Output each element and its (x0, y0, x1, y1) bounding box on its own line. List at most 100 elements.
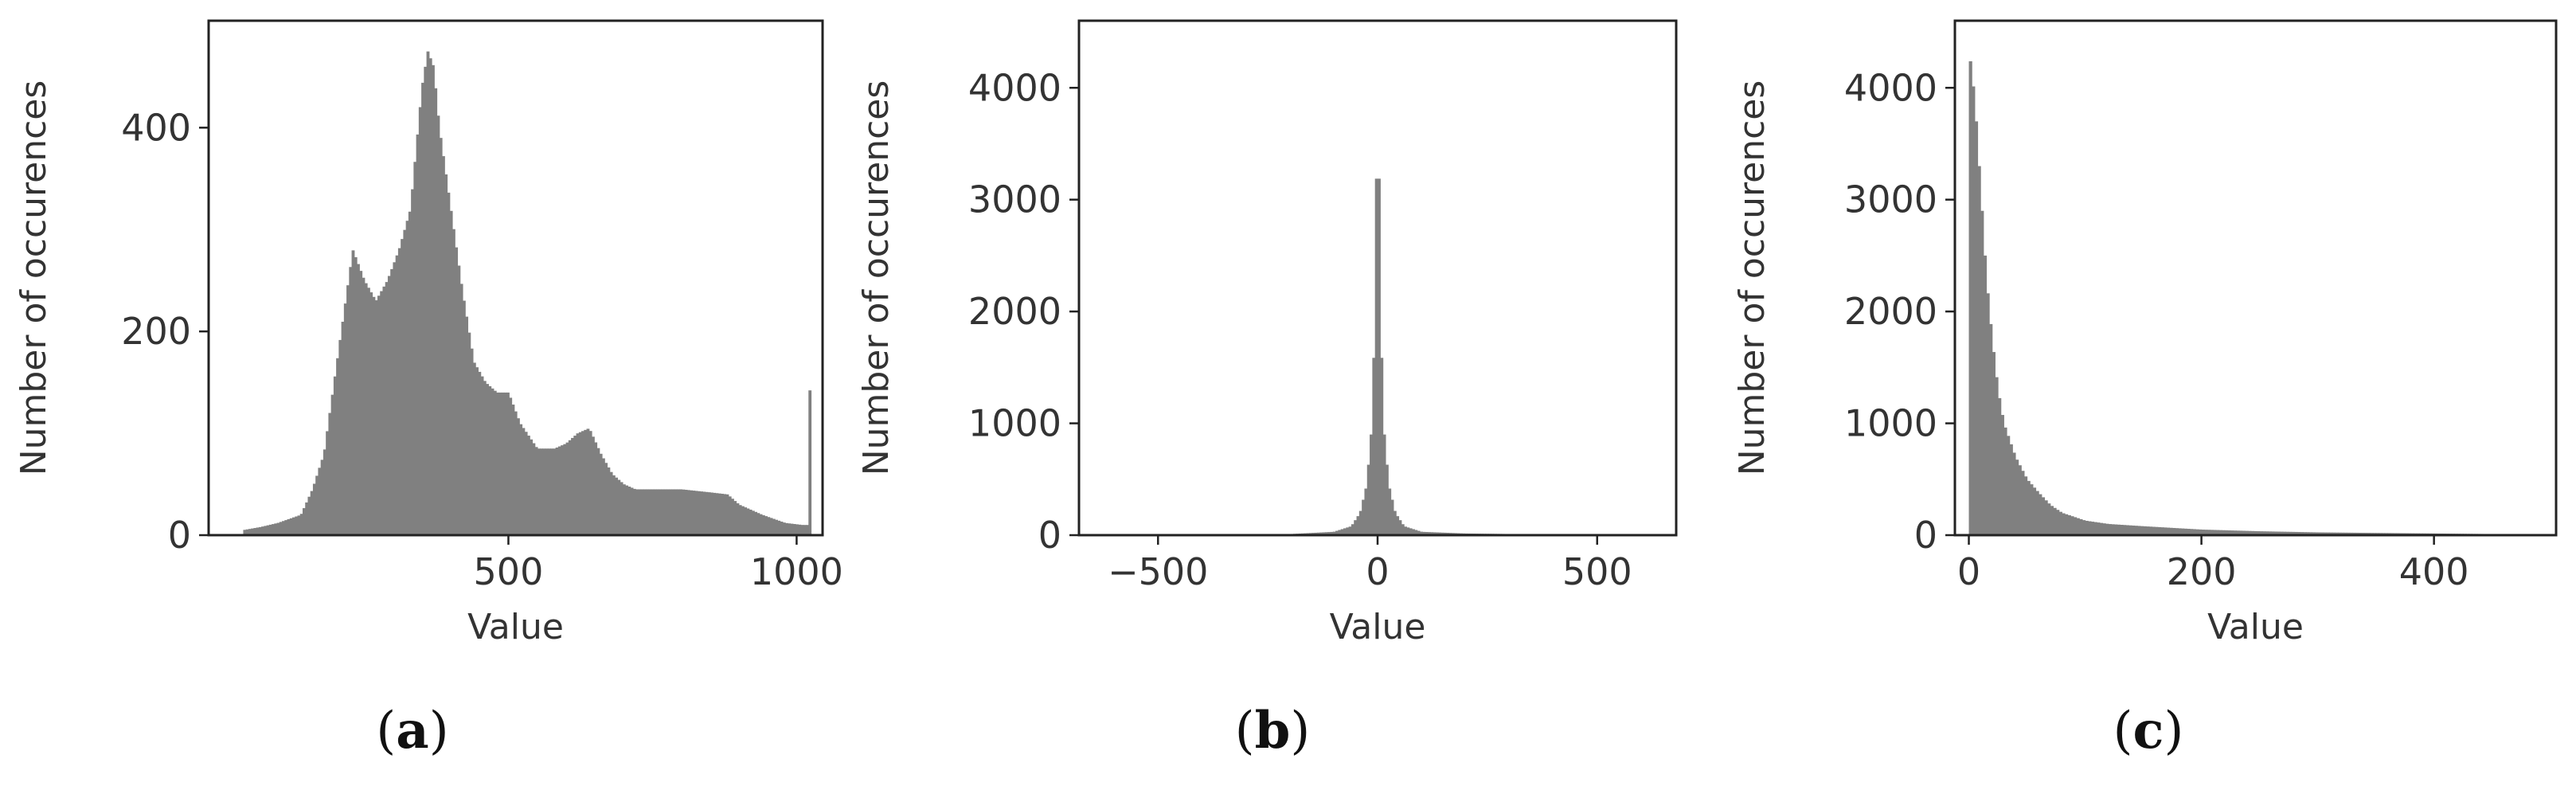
histogram-bar (428, 58, 432, 535)
axes-frame (207, 19, 824, 537)
histogram-bar (1986, 293, 1990, 535)
histogram-bar (472, 362, 476, 535)
histogram-bar (2169, 527, 2173, 535)
histogram-bar (2210, 530, 2214, 535)
histogram-bar (299, 514, 303, 535)
histogram-bar (2198, 529, 2203, 535)
histogram-bar (790, 523, 794, 535)
histogram-bar (684, 490, 688, 535)
histogram-bar (2023, 476, 2028, 535)
histogram-bar (385, 282, 389, 535)
histogram-bar (397, 248, 401, 535)
histogram-bar (2323, 532, 2328, 535)
histogram-bar (322, 449, 326, 535)
histogram-bar (2131, 525, 2136, 535)
histogram-bar (2259, 531, 2263, 535)
histogram-bar (526, 436, 530, 535)
histogram-bar (2108, 524, 2113, 535)
histogram-bar (2192, 529, 2196, 535)
histogram-bar (346, 285, 350, 535)
y-tick-label: 200 (121, 310, 191, 353)
histogram-bar (2065, 514, 2069, 535)
histogram-bars (243, 51, 812, 536)
histogram-bar (488, 385, 492, 535)
histogram-bar (1440, 532, 1444, 535)
histogram-bar (547, 448, 551, 535)
histogram-bar (2076, 518, 2080, 535)
histogram-bar (2155, 526, 2159, 535)
histogram-bar (707, 492, 711, 535)
histogram-bar (349, 267, 353, 535)
histogram-bar (715, 493, 719, 535)
histogram-bar (1412, 529, 1415, 535)
histogram-bar (2125, 525, 2129, 535)
histogram-bar (612, 475, 616, 535)
histogram-bar (462, 300, 466, 535)
histogram-bar (2326, 532, 2330, 535)
histogram-bar (669, 489, 673, 535)
histogram-bar (284, 520, 288, 535)
histogram-bar (782, 522, 786, 535)
histogram-bar (2117, 524, 2121, 535)
histogram-bar (2262, 531, 2266, 535)
histogram-bar (2134, 526, 2138, 535)
histogram-bar (2340, 532, 2345, 535)
histogram-bar (297, 515, 301, 535)
histogram-bar (289, 518, 293, 535)
histogram-bar (439, 138, 443, 536)
histogram-bar (1435, 532, 1439, 535)
histogram-bar (447, 192, 451, 535)
histogram-bar (1396, 516, 1400, 535)
histogram-bar (2291, 531, 2296, 535)
histogram-bar (2314, 532, 2319, 535)
histogram-bar (511, 405, 515, 535)
x-tick-label: 400 (2399, 550, 2469, 593)
histogram-bar (351, 250, 355, 535)
y-axis-label: Number of occurences (856, 80, 897, 476)
histogram-bar (1388, 488, 1392, 535)
histogram-bar (256, 527, 260, 535)
histogram-bar (686, 490, 690, 535)
histogram-bar (571, 437, 574, 535)
histogram-bar (251, 528, 254, 535)
histogram-bar (2088, 521, 2092, 535)
histogram-bar (2343, 532, 2347, 535)
histogram-bar (418, 107, 422, 535)
histogram-bar (426, 51, 430, 536)
histogram-bar (367, 287, 370, 535)
histogram-bar (651, 489, 655, 535)
histogram-bar (1406, 527, 1410, 535)
histogram-bar (264, 526, 268, 535)
histogram-bar (596, 448, 600, 535)
x-axis-label: Value (467, 607, 564, 647)
histogram-bar (403, 229, 407, 535)
histogram-bar (2277, 531, 2281, 535)
histogram-bar (248, 529, 252, 535)
histogram-bar (1324, 532, 1328, 535)
histogram-bar (2303, 532, 2307, 535)
histogram-bar (292, 517, 295, 535)
histogram-bar (721, 494, 724, 535)
histogram-bar (2282, 531, 2287, 535)
histogram-bar (2050, 506, 2054, 535)
histogram-bar (700, 491, 703, 535)
histogram-bar (1382, 434, 1386, 535)
histogram-bar (2300, 532, 2304, 535)
histogram-bar (310, 491, 314, 535)
histogram-bar (318, 467, 322, 535)
histogram-bar (1433, 532, 1437, 535)
histogram-bar (1992, 352, 1996, 535)
histogram-bar (2102, 523, 2106, 535)
histogram-bar (1401, 524, 1405, 535)
histogram-bar (550, 448, 553, 535)
histogram-bar (798, 524, 802, 535)
histogram-bar (777, 520, 781, 535)
histogram-bar (772, 518, 776, 535)
histogram-bar (2306, 532, 2310, 535)
histogram-bar (2338, 532, 2342, 535)
histogram-bar (792, 524, 796, 535)
histogram-bar (2183, 528, 2187, 535)
histogram-bar (604, 463, 608, 535)
y-tick-label: 0 (1038, 514, 1061, 557)
